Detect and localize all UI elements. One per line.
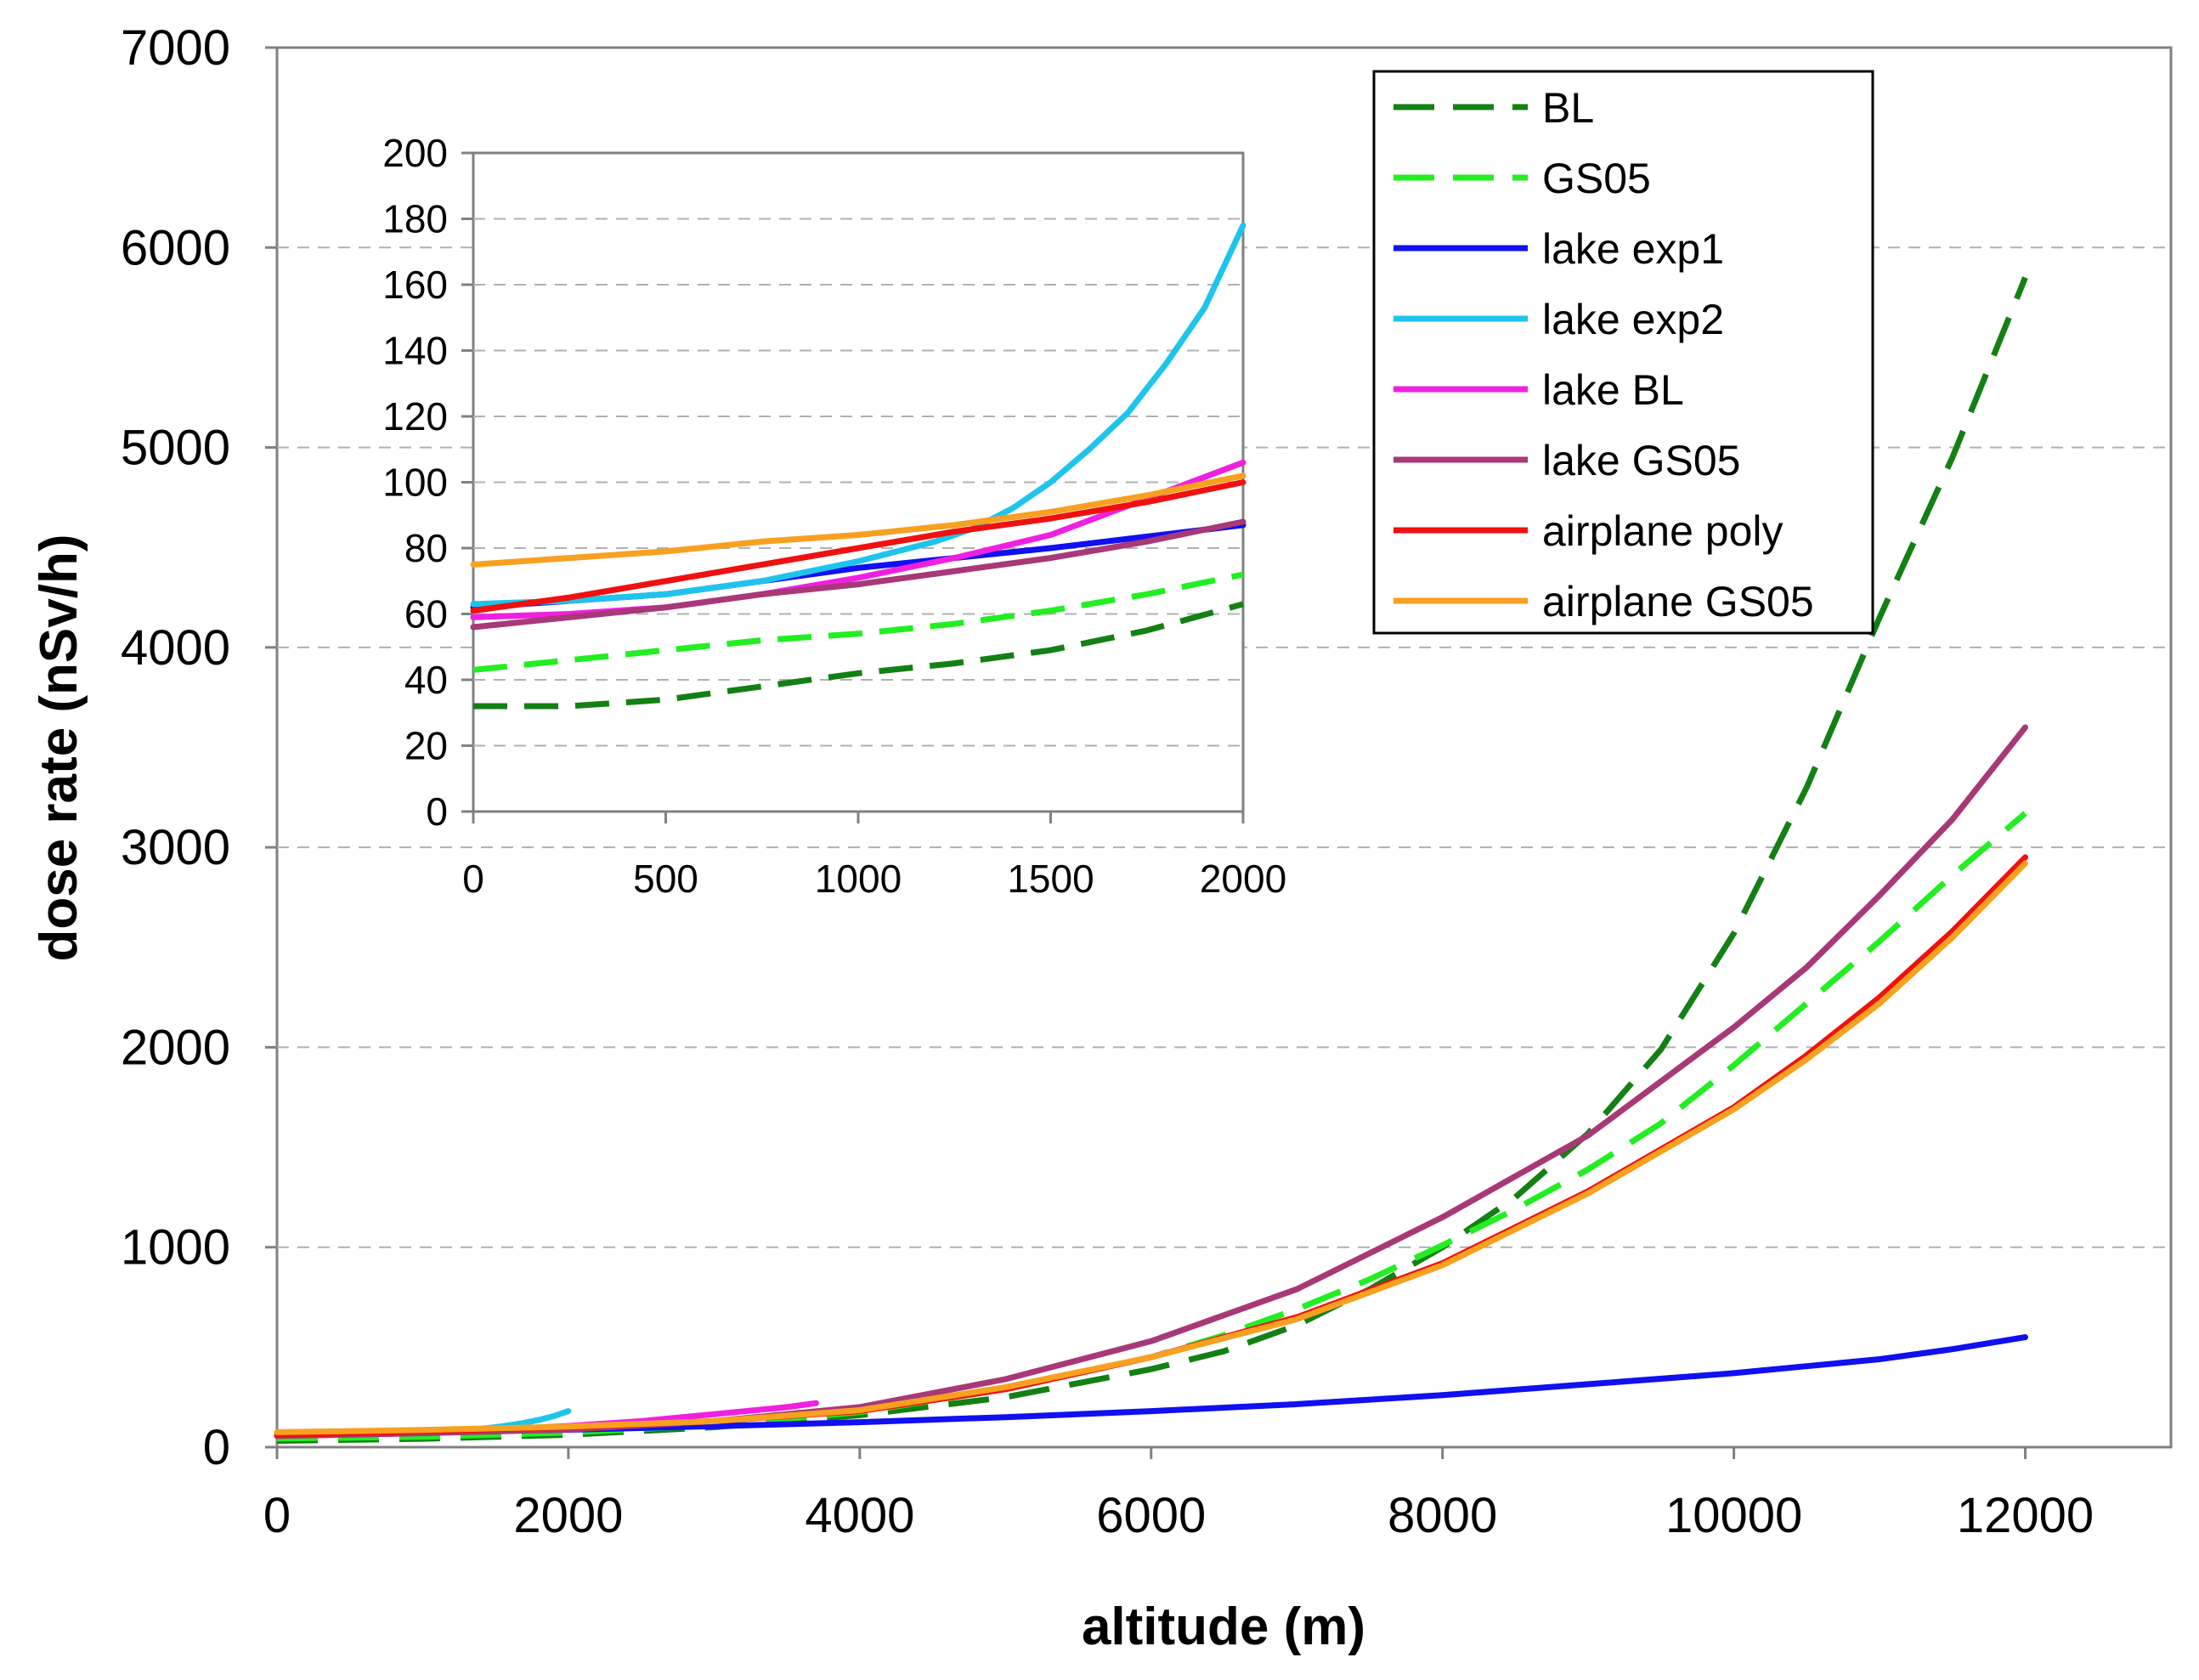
inset-y-tick-label: 60 <box>404 592 448 636</box>
inset-series-group <box>470 222 1246 710</box>
legend-label-airplane-gs05: airplane GS05 <box>1542 578 1814 625</box>
main-y-tick-labels: 0 1000 2000 3000 4000 5000 6000 7000 <box>121 20 230 1475</box>
main-x-tick-label: 0 <box>263 1488 291 1543</box>
inset-y-tick-label: 20 <box>404 724 448 768</box>
legend-label-lake-exp1: lake exp1 <box>1542 225 1724 273</box>
legend-label-bl: BL <box>1542 84 1594 132</box>
legend: BL GS05 lake exp1 lake exp2 lake BL lake GS05… <box>1372 70 1874 635</box>
inset-y-tick-label: 180 <box>382 197 448 241</box>
main-x-tick-label: 8000 <box>1388 1488 1497 1543</box>
legend-label-gs05: GS05 <box>1542 155 1651 202</box>
main-x-tick-label: 12000 <box>1957 1488 2094 1543</box>
inset-plot: 0 20 40 60 80 100 120 140 160 180 200 0 500 1000 1500… <box>382 131 1286 901</box>
main-y-tick-label: 7000 <box>121 20 230 76</box>
y-axis-title: dose rate (nSv/h) <box>30 535 88 962</box>
legend-label-airplane-poly: airplane poly <box>1542 507 1784 555</box>
legend-items: BL GS05 lake exp1 lake exp2 lake BL lake GS05… <box>1393 84 1814 625</box>
inset-y-tick-label: 120 <box>382 394 448 438</box>
main-x-tick-label: 4000 <box>805 1488 914 1543</box>
inset-y-tick-label: 100 <box>382 461 448 505</box>
legend-box <box>1372 70 1874 635</box>
inset-x-tick-label: 500 <box>633 857 698 901</box>
inset-y-tick-labels: 0 20 40 60 80 100 120 140 160 180 200 <box>382 131 448 834</box>
main-y-tick-label: 5000 <box>121 421 230 476</box>
inset-y-tick-label: 160 <box>382 263 448 307</box>
main-y-tick-label: 6000 <box>121 220 230 275</box>
legend-label-lake-bl: lake BL <box>1542 366 1684 414</box>
main-x-tick-label: 10000 <box>1665 1488 1802 1543</box>
main-x-tick-labels: 0 2000 4000 6000 8000 10000 12000 <box>263 1488 2094 1543</box>
inset-y-tick-label: 80 <box>404 526 448 570</box>
main-y-tick-label: 0 <box>203 1420 230 1475</box>
inset-x-tick-label: 1500 <box>1007 857 1094 901</box>
main-y-tick-label: 4000 <box>121 620 230 676</box>
main-series-group <box>274 276 2028 1444</box>
legend-label-lake-exp2: lake exp2 <box>1542 296 1724 343</box>
inset-x-tick-labels: 0 500 1000 1500 2000 <box>462 857 1286 901</box>
legend-label-lake-gs05: lake GS05 <box>1542 437 1740 484</box>
inset-y-tick-label: 40 <box>404 658 448 702</box>
main-x-tick-label: 6000 <box>1096 1488 1206 1543</box>
inset-y-tick-label: 0 <box>426 789 448 834</box>
inset-x-tick-label: 0 <box>462 857 484 901</box>
inset-x-tick-label: 2000 <box>1200 857 1286 901</box>
inset-y-tick-label: 200 <box>382 131 448 175</box>
x-axis-title: altitude (m) <box>1082 1598 1365 1656</box>
main-y-tick-label: 3000 <box>121 820 230 875</box>
inset-x-tick-label: 1000 <box>815 857 902 901</box>
main-y-tick-label: 2000 <box>121 1020 230 1075</box>
main-y-tick-label: 1000 <box>121 1220 230 1276</box>
main-x-tick-label: 2000 <box>513 1488 623 1543</box>
inset-y-tick-label: 140 <box>382 329 448 373</box>
